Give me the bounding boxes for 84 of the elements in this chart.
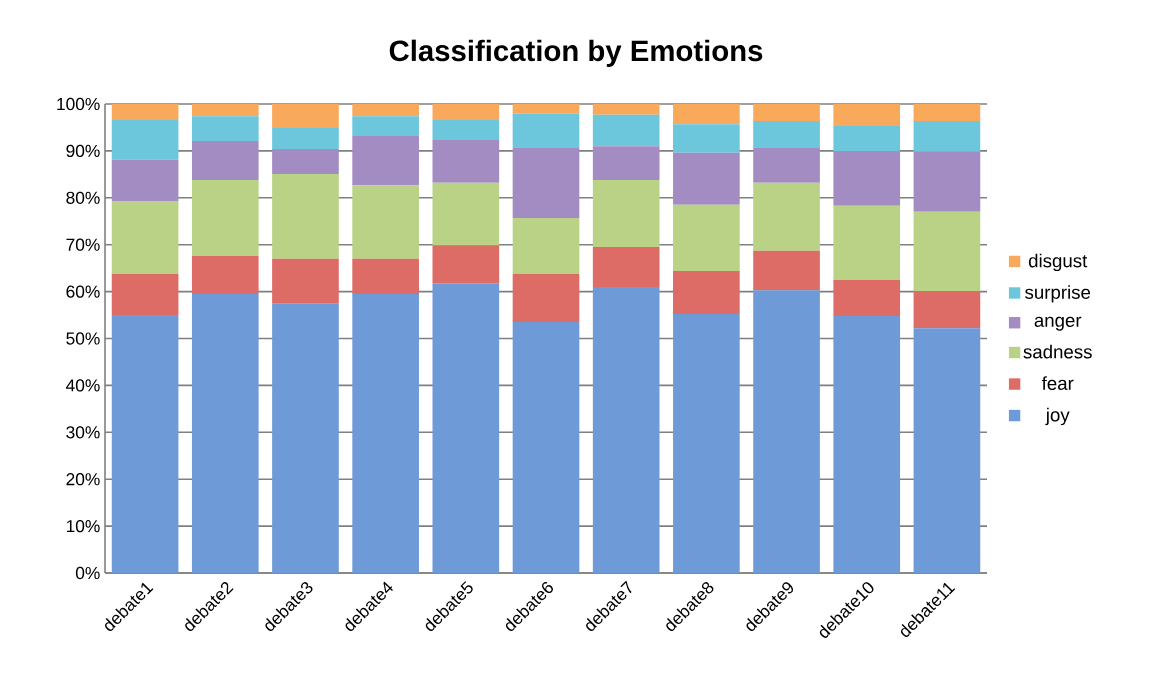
legend-label: disgust bbox=[1028, 253, 1088, 272]
bar bbox=[432, 182, 500, 246]
bar bbox=[753, 104, 820, 121]
y-tick-label: 50% bbox=[66, 332, 100, 345]
y-tick-label: 10% bbox=[66, 519, 100, 533]
bar bbox=[432, 104, 500, 120]
bar bbox=[432, 119, 500, 141]
bar bbox=[512, 273, 580, 323]
bar bbox=[673, 124, 740, 153]
bar bbox=[913, 120, 981, 152]
bar bbox=[352, 185, 419, 259]
bar bbox=[191, 255, 259, 294]
bar bbox=[833, 150, 901, 206]
y-tick-label: 60% bbox=[66, 285, 100, 298]
bar bbox=[512, 113, 580, 149]
bar bbox=[272, 173, 339, 259]
bar bbox=[673, 204, 740, 271]
bar bbox=[352, 258, 419, 294]
bar bbox=[432, 140, 500, 183]
bar bbox=[592, 104, 660, 115]
bar bbox=[272, 258, 339, 304]
bar bbox=[833, 104, 901, 127]
bar bbox=[191, 116, 259, 142]
bar bbox=[352, 135, 419, 186]
bar bbox=[833, 315, 901, 573]
bar bbox=[753, 120, 820, 148]
y-tick-label: 100% bbox=[57, 97, 100, 111]
bar bbox=[673, 152, 740, 205]
bar bbox=[191, 104, 259, 117]
y-tick-label: 40% bbox=[66, 379, 100, 392]
y-tick-label: 70% bbox=[66, 238, 100, 251]
bar bbox=[753, 147, 820, 183]
chart-title: Classification by Emotions bbox=[389, 39, 763, 67]
bar bbox=[272, 127, 339, 150]
y-tick-label: 80% bbox=[66, 191, 100, 204]
legend-label: joy bbox=[1045, 407, 1070, 426]
bar bbox=[512, 217, 580, 274]
bar bbox=[673, 104, 740, 125]
legend-label: surprise bbox=[1025, 285, 1091, 303]
legend-label: anger bbox=[1034, 316, 1082, 331]
bar bbox=[592, 286, 660, 573]
bar bbox=[111, 159, 179, 202]
bar bbox=[191, 141, 259, 180]
bar bbox=[592, 114, 660, 147]
bar bbox=[833, 279, 901, 316]
bar bbox=[673, 314, 740, 573]
bar bbox=[833, 126, 901, 151]
bar bbox=[432, 245, 500, 284]
bar bbox=[753, 182, 820, 251]
bar bbox=[913, 211, 981, 292]
y-tick-label: 30% bbox=[66, 426, 100, 439]
y-tick-label: 90% bbox=[66, 144, 100, 158]
bar bbox=[191, 179, 259, 256]
bar bbox=[272, 303, 339, 573]
bar bbox=[352, 104, 419, 117]
bar bbox=[111, 119, 179, 160]
bar bbox=[272, 104, 339, 128]
y-tick-label: 0% bbox=[75, 566, 100, 580]
bar bbox=[352, 293, 419, 573]
bar bbox=[913, 151, 981, 212]
bar bbox=[913, 291, 981, 329]
bar bbox=[913, 104, 981, 121]
legend-label: sadness bbox=[1023, 344, 1092, 359]
bar bbox=[592, 179, 660, 248]
bar bbox=[512, 322, 580, 573]
legend-label: fear bbox=[1041, 376, 1074, 390]
bar bbox=[432, 283, 500, 573]
bar bbox=[833, 205, 901, 280]
bar bbox=[673, 270, 740, 315]
y-tick-label: 20% bbox=[66, 473, 100, 486]
bar bbox=[512, 148, 580, 218]
bar bbox=[191, 293, 259, 573]
bar bbox=[111, 201, 179, 274]
bar bbox=[592, 146, 660, 180]
bar bbox=[272, 149, 339, 174]
bar bbox=[592, 247, 660, 287]
bar bbox=[111, 315, 179, 573]
bar bbox=[753, 290, 820, 573]
bar bbox=[512, 104, 580, 114]
bar bbox=[111, 273, 179, 316]
bar bbox=[111, 104, 179, 120]
bar bbox=[913, 328, 981, 573]
bar bbox=[753, 250, 820, 291]
bar bbox=[352, 116, 419, 136]
